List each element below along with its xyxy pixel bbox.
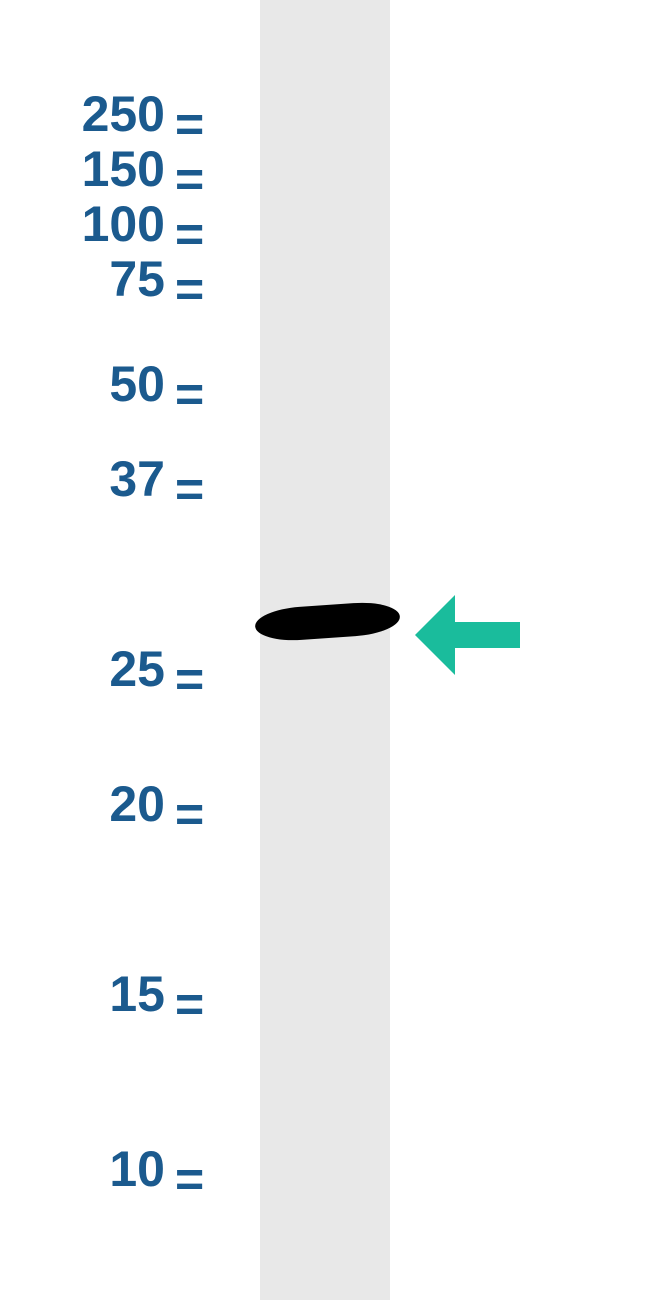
marker-tick-20: = (175, 785, 215, 843)
marker-label-25: 25 (30, 640, 165, 698)
arrow-body (455, 622, 520, 648)
marker-label-15: 15 (30, 965, 165, 1023)
marker-tick-37: = (175, 460, 215, 518)
marker-tick-250: = (175, 95, 215, 153)
marker-tick-150: = (175, 150, 215, 208)
arrow-head (415, 595, 455, 675)
marker-label-37: 37 (30, 450, 165, 508)
gel-lane (260, 0, 390, 1300)
marker-label-150: 150 (30, 140, 165, 198)
marker-tick-50: = (175, 365, 215, 423)
marker-label-75: 75 (30, 250, 165, 308)
marker-tick-15: = (175, 975, 215, 1033)
marker-label-20: 20 (30, 775, 165, 833)
marker-tick-25: = (175, 650, 215, 708)
marker-label-50: 50 (30, 355, 165, 413)
marker-label-10: 10 (30, 1140, 165, 1198)
marker-label-250: 250 (30, 85, 165, 143)
western-blot-container: 250=150=100=75=50=37=25=20=15=10= (0, 0, 650, 1300)
marker-tick-100: = (175, 205, 215, 263)
marker-tick-10: = (175, 1150, 215, 1208)
marker-label-100: 100 (30, 195, 165, 253)
marker-tick-75: = (175, 260, 215, 318)
